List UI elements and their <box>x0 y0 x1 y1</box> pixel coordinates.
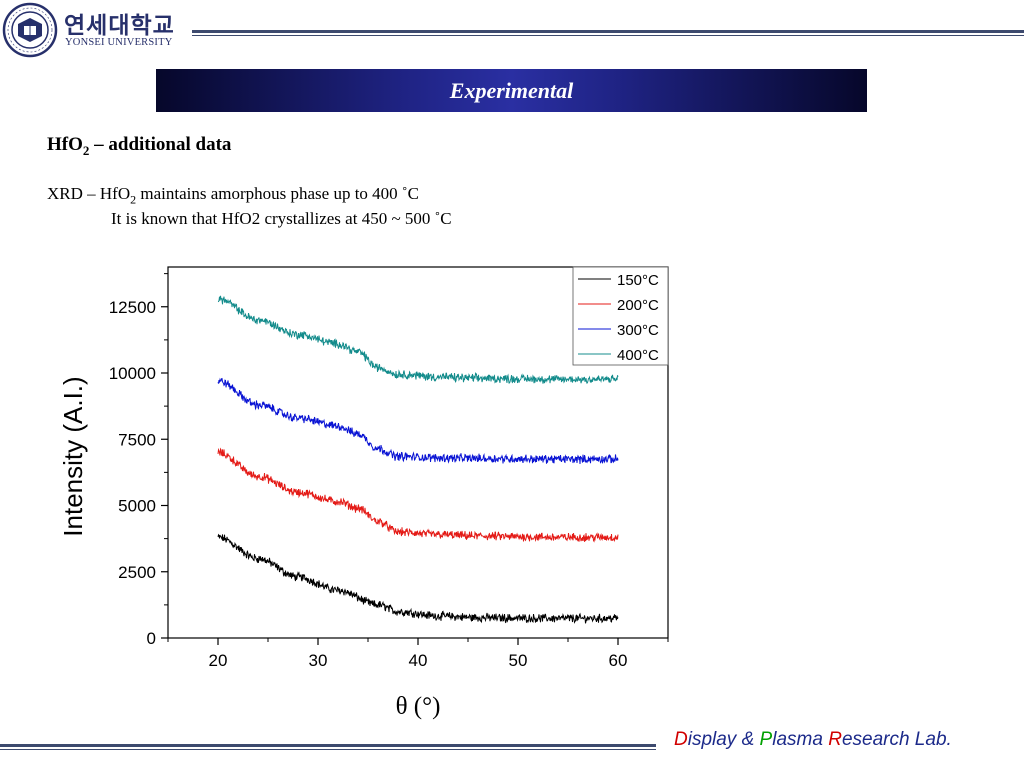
header-rule-thin <box>192 35 1024 36</box>
heading-suffix: – additional data <box>89 134 232 155</box>
section-banner: Experimental <box>156 69 867 112</box>
y-tick-label: 12500 <box>109 298 156 317</box>
xrd-prefix: XRD – HfO <box>47 184 131 203</box>
lab-r-initial: R <box>828 729 842 750</box>
x-tick-label: 40 <box>409 651 428 670</box>
xrd-subscript: 2 <box>130 192 137 207</box>
lab-p-initial: P <box>759 729 773 750</box>
university-seal-icon <box>2 2 58 58</box>
series-line <box>217 295 619 385</box>
legend-label: 400°C <box>617 347 659 364</box>
series-lines <box>217 295 619 624</box>
series-line <box>217 447 619 543</box>
y-tick-label: 5000 <box>118 497 156 516</box>
crystallization-note: It is known that HfO2 crystallizes at 45… <box>111 209 452 228</box>
lab-d-initial: D <box>674 729 688 750</box>
x-tick-label: 30 <box>309 651 328 670</box>
legend-box <box>572 266 669 366</box>
x-axis-label: θ (°) <box>396 693 441 720</box>
xrd-suffix: maintains amorphous phase up to 400 ˚C <box>136 184 419 203</box>
university-name-korean: 연세대학교 <box>64 13 175 39</box>
lab-display: isplay & <box>687 729 760 750</box>
y-tick-label: 10000 <box>109 364 156 383</box>
xrd-statement: XRD – HfO2 maintains amorphous phase up … <box>47 184 419 207</box>
legend-label: 200°C <box>617 297 659 314</box>
lab-research: esearch Lab. <box>841 729 952 750</box>
slide-heading: HfO2 – additional data <box>47 134 231 159</box>
header-rule <box>192 30 1024 33</box>
series-line <box>217 377 619 465</box>
y-axis-label: Intensity (A.I.) <box>58 376 88 536</box>
legend-label: 300°C <box>617 322 659 339</box>
x-tick-label: 20 <box>209 651 228 670</box>
x-axis-ticks: 20 30 40 50 60 <box>167 638 669 670</box>
heading-subscript: 2 <box>82 142 90 158</box>
university-name-english: YONSEI UNIVERSITY <box>65 37 173 48</box>
heading-prefix: HfO <box>47 134 83 155</box>
footer-rule <box>0 744 656 747</box>
x-tick-label: 50 <box>509 651 528 670</box>
lab-name: Display & Plasma Research Lab. <box>674 729 952 751</box>
y-axis-ticks: 0 2500 5000 7500 10000 12500 <box>109 273 168 648</box>
series-line <box>217 533 619 624</box>
banner-title: Experimental <box>449 78 574 103</box>
y-tick-label: 7500 <box>118 430 156 449</box>
y-tick-label: 2500 <box>118 563 156 582</box>
chart-legend: 150°C 200°C 300°C 400°C <box>572 266 669 366</box>
y-tick-label: 0 <box>147 629 156 648</box>
legend-label: 150°C <box>617 272 659 289</box>
footer-rule-thin <box>0 749 656 750</box>
lab-plasma: lasma <box>772 729 829 750</box>
university-logo: 연세대학교 YONSEI UNIVERSITY <box>2 2 180 58</box>
x-tick-label: 60 <box>609 651 628 670</box>
